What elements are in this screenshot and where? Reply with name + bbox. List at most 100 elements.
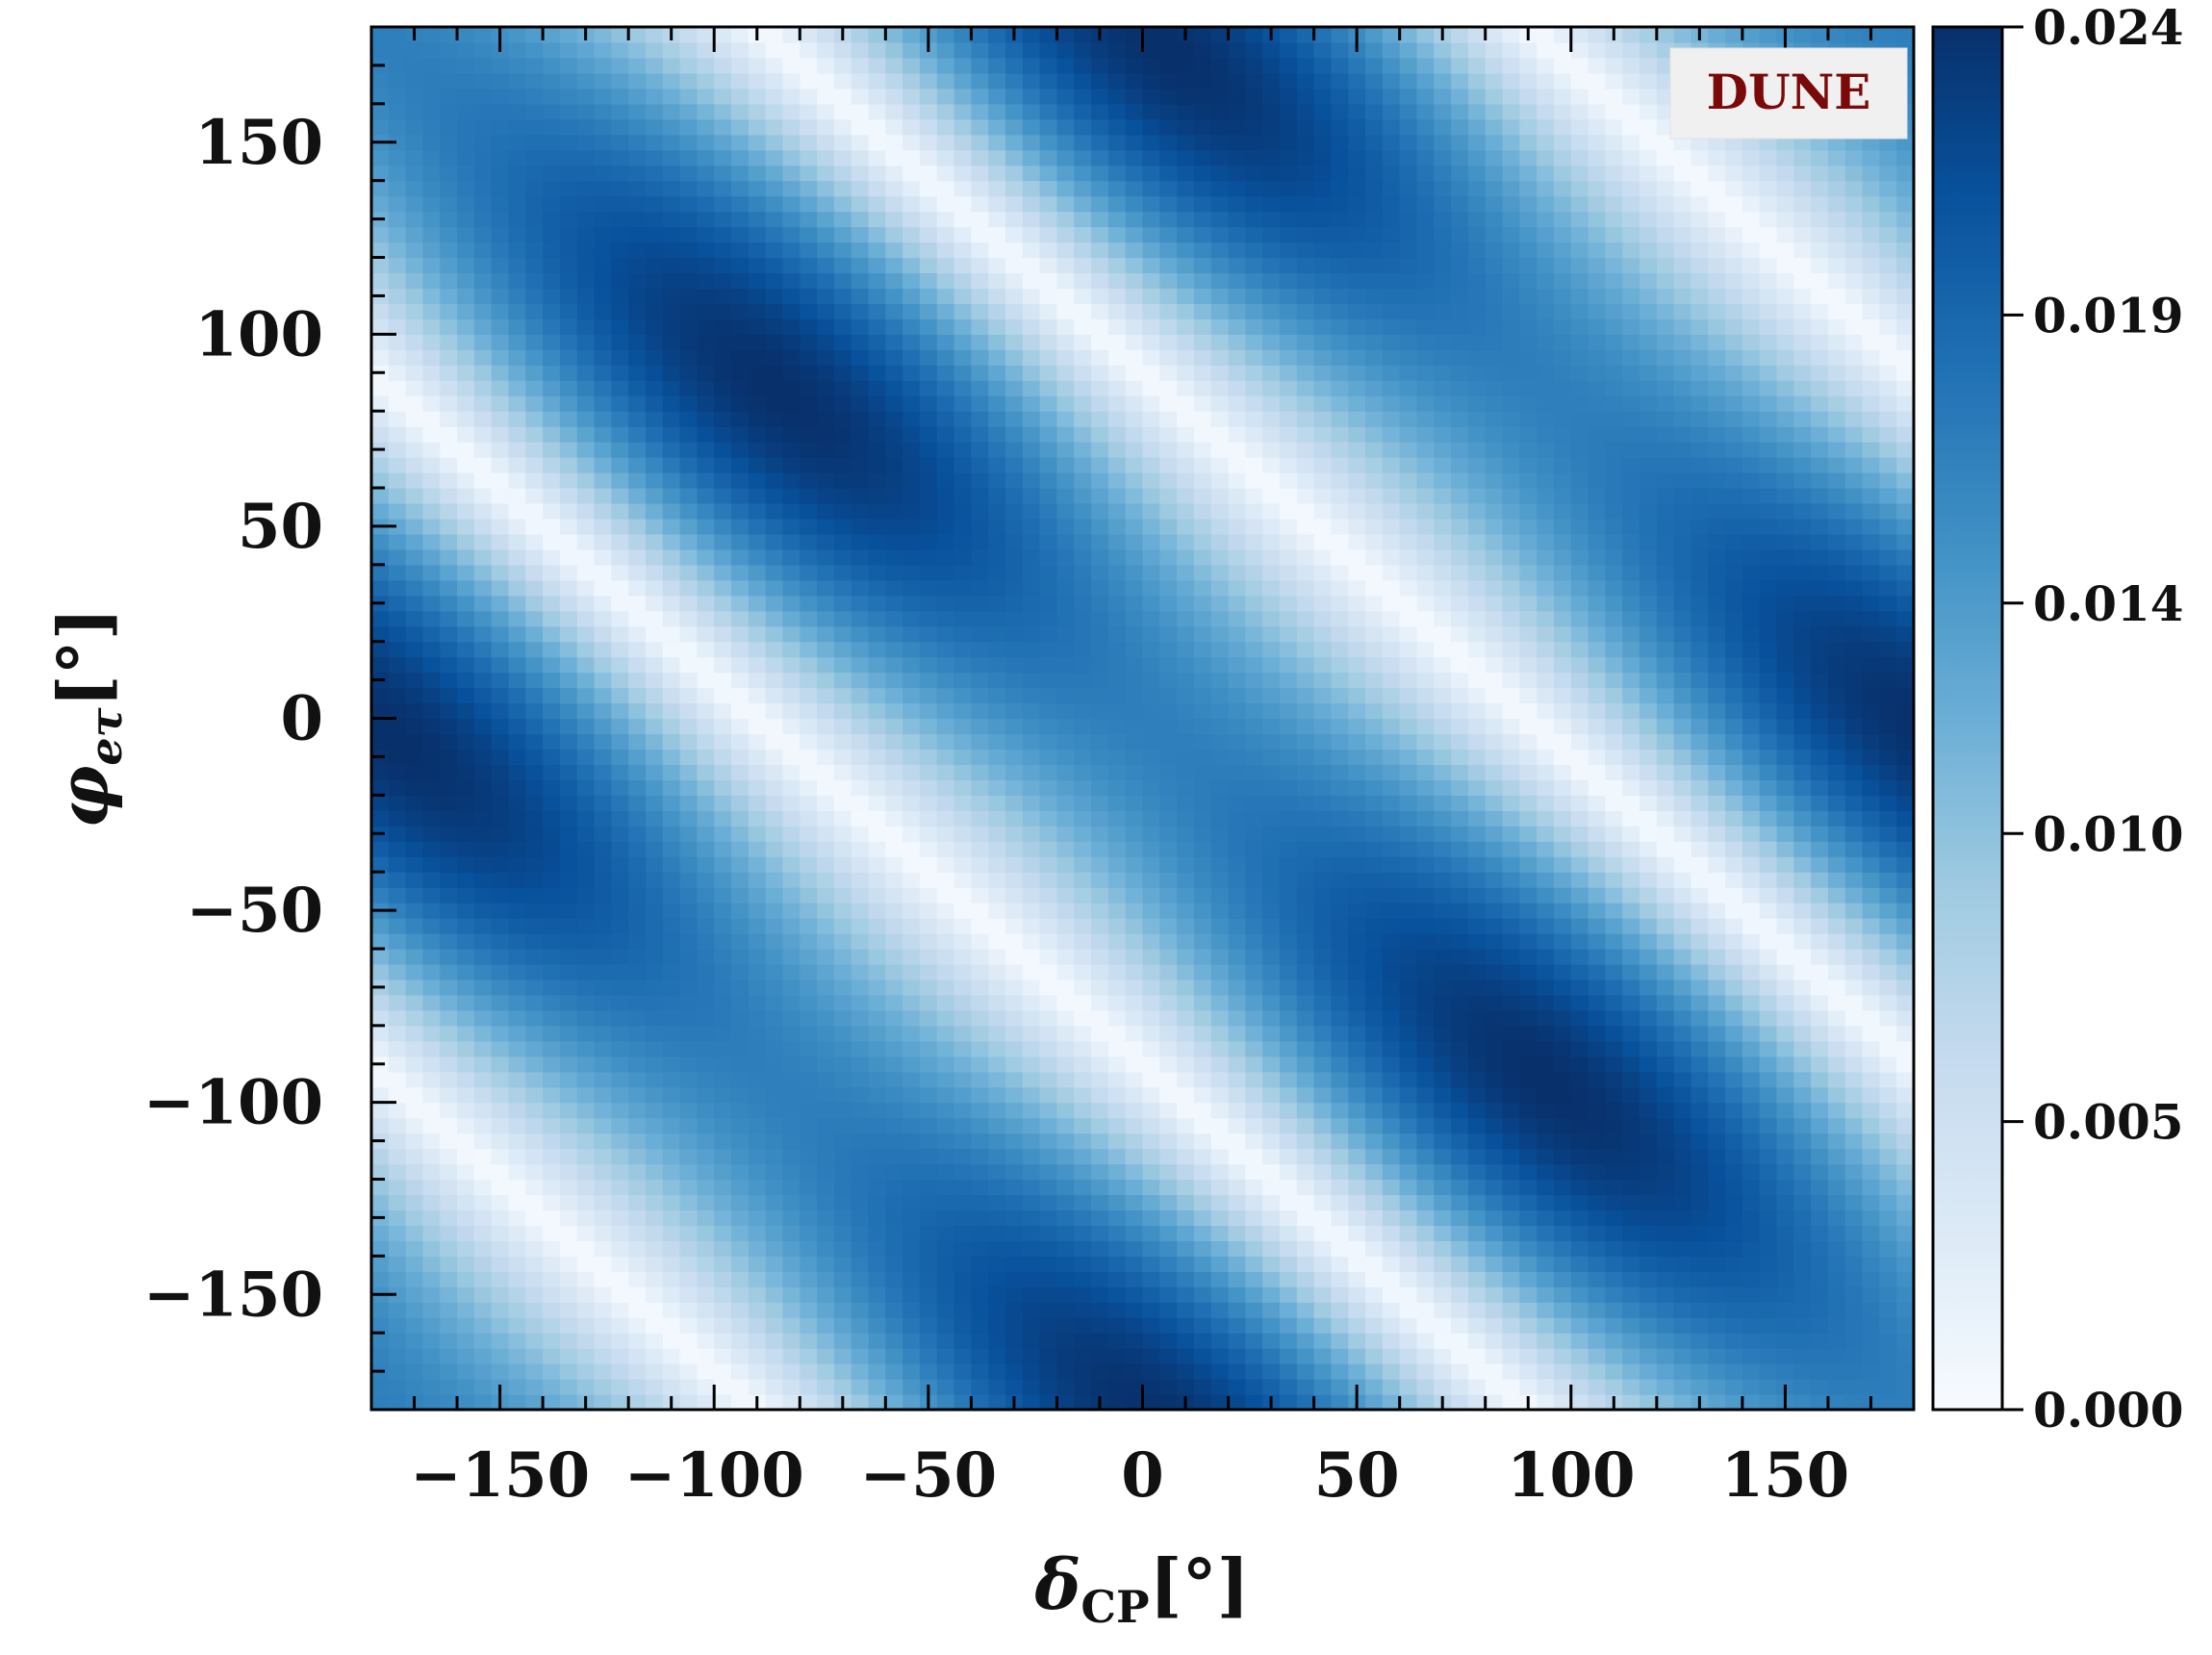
heatmap-cell [1177, 641, 1195, 658]
heatmap-cell [405, 457, 424, 473]
heatmap-cell [782, 687, 801, 704]
heatmap-cell [1279, 27, 1298, 43]
heatmap-cell [817, 411, 835, 427]
heatmap-cell [765, 1317, 784, 1334]
heatmap-cell [594, 994, 612, 1011]
heatmap-cell [679, 488, 699, 504]
heatmap-cell [697, 118, 715, 136]
heatmap-cell [576, 288, 596, 304]
heatmap-cell [576, 579, 596, 597]
heatmap-cell [1039, 1317, 1058, 1334]
heatmap-cell [868, 564, 886, 581]
heatmap-cell [1074, 872, 1092, 888]
heatmap-cell [473, 641, 493, 658]
heatmap-cell [628, 27, 647, 43]
heatmap-cell [525, 472, 544, 489]
heatmap-cell [1107, 365, 1127, 381]
heatmap-cell [1125, 749, 1144, 765]
heatmap-cell [953, 672, 972, 689]
heatmap-cell [731, 1333, 750, 1349]
heatmap-cell [800, 242, 818, 259]
heatmap-cell [491, 334, 510, 350]
heatmap-cell [457, 1040, 475, 1057]
heatmap-cell [800, 380, 818, 396]
heatmap-cell [936, 903, 955, 919]
heatmap-cell [765, 134, 784, 151]
heatmap-cell [697, 1025, 715, 1042]
heatmap-cell [1159, 365, 1178, 381]
heatmap-cell [645, 1379, 664, 1395]
heatmap-cell [936, 979, 955, 996]
heatmap-cell [1245, 149, 1263, 166]
heatmap-cell [371, 687, 390, 704]
heatmap-cell [1245, 72, 1263, 89]
heatmap-cell [1262, 1056, 1281, 1073]
heatmap-cell [1005, 349, 1024, 366]
heatmap-cell [1177, 380, 1195, 396]
heatmap-cell [731, 1040, 750, 1057]
heatmap-cell [1313, 918, 1333, 934]
heatmap-cell [1296, 118, 1315, 136]
heatmap-cell [388, 380, 407, 396]
heatmap-cell [662, 564, 681, 581]
heatmap-cell [748, 1148, 767, 1165]
heatmap-cell [1262, 488, 1281, 504]
heatmap-cell [1245, 211, 1263, 228]
heatmap-cell [1279, 887, 1298, 904]
heatmap-cell [851, 395, 870, 412]
heatmap-cell [714, 733, 732, 751]
heatmap-cell [800, 288, 818, 304]
heatmap-cell [1279, 1317, 1298, 1334]
heatmap-cell [903, 1302, 921, 1318]
heatmap-cell [1125, 595, 1144, 612]
heatmap-cell [1279, 288, 1298, 304]
heatmap-cell [765, 226, 784, 243]
heatmap-cell [543, 718, 561, 735]
heatmap-cell [1296, 1071, 1315, 1088]
heatmap-cell [611, 272, 629, 290]
heatmap-cell [473, 764, 493, 780]
heatmap-cell [594, 88, 612, 105]
heatmap-cell [1022, 656, 1041, 674]
heatmap-cell [1142, 472, 1160, 489]
heatmap-cell [405, 1102, 424, 1119]
heatmap-cell [1039, 1163, 1058, 1181]
heatmap-cell [748, 488, 767, 504]
heatmap-cell [953, 1040, 972, 1057]
heatmap-cell [576, 1209, 596, 1226]
heatmap-cell [679, 1225, 699, 1241]
heatmap-cell [817, 1225, 835, 1241]
heatmap-cell [422, 918, 441, 934]
heatmap-cell [1107, 242, 1127, 259]
heatmap-cell [800, 134, 818, 151]
heatmap-cell [1125, 1086, 1144, 1104]
heatmap-cell [473, 118, 493, 136]
heatmap-cell [508, 472, 526, 489]
heatmap-cell [1245, 1302, 1263, 1318]
heatmap-cell [833, 334, 852, 350]
heatmap-cell [800, 841, 818, 857]
heatmap-cell [388, 1225, 407, 1241]
heatmap-cell [525, 1148, 544, 1165]
heatmap-cell [576, 918, 596, 934]
heatmap-cell [903, 595, 921, 612]
heatmap-cell [1022, 442, 1041, 458]
heatmap-cell [748, 810, 767, 827]
heatmap-cell [953, 548, 972, 566]
heatmap-cell [1107, 72, 1127, 89]
heatmap-cell [1074, 349, 1092, 366]
heatmap-cell [731, 718, 750, 735]
heatmap-cell [903, 518, 921, 535]
heatmap-cell [473, 411, 493, 427]
heatmap-cell [1313, 1302, 1333, 1318]
heatmap-cell [1245, 564, 1263, 581]
heatmap-cell [1125, 442, 1144, 458]
heatmap-cell [885, 457, 903, 473]
heatmap-cell [1039, 1040, 1058, 1057]
heatmap-cell [714, 949, 732, 965]
heatmap-cell [645, 887, 664, 904]
heatmap-cell [491, 856, 510, 873]
heatmap-cell [953, 779, 972, 796]
heatmap-cell [1279, 1256, 1298, 1272]
heatmap-cell [594, 933, 612, 950]
